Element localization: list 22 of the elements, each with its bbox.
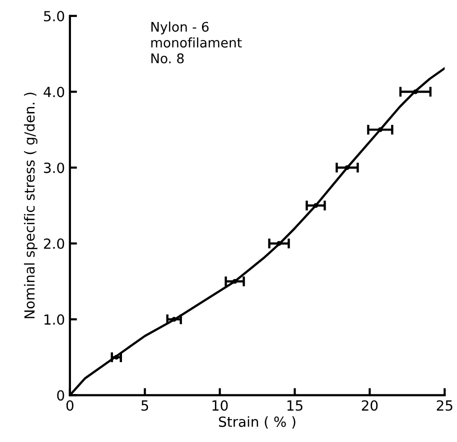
point — [172, 316, 176, 322]
y-tick-label: 3.0 — [44, 162, 64, 174]
point — [313, 203, 318, 208]
x-tick-label: 10 — [212, 400, 228, 411]
point — [344, 165, 350, 170]
x-tick-label: 25 — [436, 400, 452, 411]
annotation: Nylon - 6 monofilament No. 8 — [151, 22, 242, 64]
x-axis-title: Strain ( % ) — [218, 416, 296, 429]
x-tick-label: 5 — [142, 400, 148, 411]
y-tick-label: 0 — [57, 390, 64, 401]
y-axis-title: Nominal specific stress ( g/den. ) — [24, 92, 38, 318]
y-tick-label: 2.0 — [44, 238, 64, 249]
x-tick-label: 15 — [287, 400, 302, 411]
y-tick-label: 1.0 — [44, 314, 64, 325]
x-tick-label: 20 — [362, 400, 378, 411]
point — [232, 278, 238, 284]
point — [276, 241, 282, 246]
x-tick-label: 0 — [66, 400, 74, 411]
point — [378, 127, 383, 132]
point — [413, 89, 418, 94]
y-tick-label: 4.0 — [44, 86, 64, 98]
y-tick-label: 5.0 — [44, 10, 64, 22]
